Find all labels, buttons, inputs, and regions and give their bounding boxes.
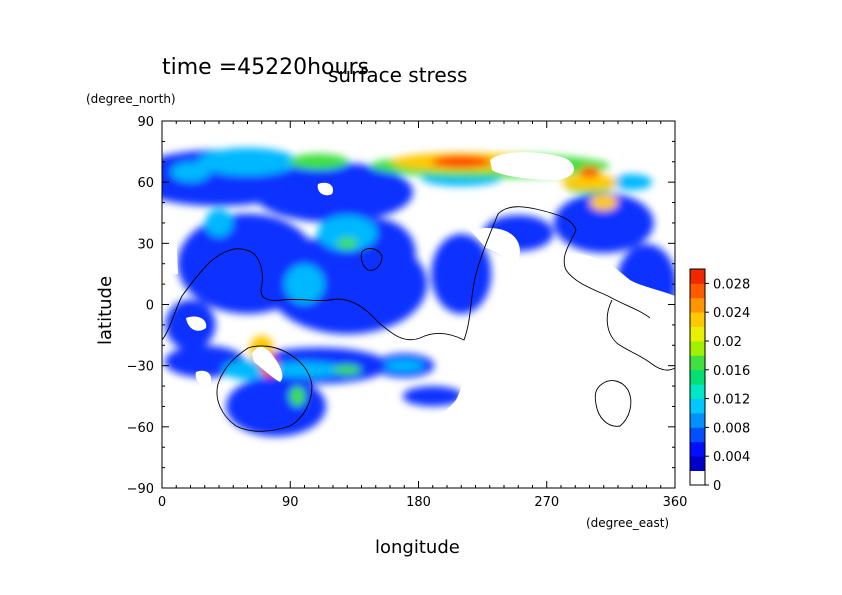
- field-low: [402, 386, 463, 407]
- time-label: time =45220hours: [162, 55, 369, 80]
- field-high: [589, 194, 618, 211]
- field-peak: [579, 166, 600, 177]
- colorbar-label: 0: [713, 479, 721, 494]
- colorbar-frame: [689, 268, 706, 486]
- y-tick-label: −60: [127, 421, 154, 436]
- saturated-peak-north: [490, 152, 575, 180]
- x-tick-label: 0: [158, 495, 166, 510]
- field-peak: [431, 155, 492, 168]
- field-mid: [384, 359, 425, 372]
- colorbar-swatch: [690, 398, 705, 414]
- white-south: [162, 330, 675, 488]
- white-top-left: [162, 127, 251, 140]
- x-tick-label: 360: [663, 495, 688, 510]
- y-tick-label: 90: [137, 115, 154, 130]
- colorbar-swatch: [690, 297, 705, 313]
- colorbar-label: 0.004: [713, 450, 750, 465]
- colorbar: 0.028 0.024 0.02 0.016 0.012 0.008 0.004 0: [689, 268, 750, 494]
- gap-3: [186, 316, 207, 331]
- colorbar-label: 0.02: [713, 335, 742, 350]
- chart-title: surface stress: [328, 63, 467, 87]
- x-tick-label: 270: [534, 495, 559, 510]
- colorbar-swatch: [690, 413, 705, 428]
- colorbar-label: 0.028: [713, 277, 750, 292]
- y-tick-label: 0: [146, 299, 154, 314]
- x-tick-label: 90: [282, 495, 299, 510]
- outline-south-west: [216, 345, 313, 432]
- field-low: [226, 376, 326, 437]
- outline-south-east: [594, 380, 632, 427]
- heatmap-field: [162, 121, 675, 488]
- colorbar-swatch: [690, 341, 705, 356]
- field-green: [288, 153, 349, 170]
- colorbar-swatch: [690, 470, 705, 486]
- x-tick-label: 180: [406, 495, 431, 510]
- field-low: [253, 162, 413, 223]
- field-mid: [284, 264, 325, 305]
- colorbar-swatch: [690, 456, 705, 471]
- field-mid: [612, 174, 653, 191]
- colorbar-swatch: [690, 441, 705, 457]
- colorbar-swatch: [690, 269, 705, 284]
- colorbar-swatch: [690, 326, 705, 342]
- y-axis-title: latitude: [95, 276, 116, 345]
- field-mid: [170, 161, 211, 182]
- field-green: [337, 237, 358, 250]
- field-mid: [264, 361, 345, 378]
- x-axis: 0 90 180 270 360: [158, 121, 688, 510]
- field-low: [553, 192, 654, 253]
- outline-north-east: [360, 248, 383, 271]
- outline-west: [162, 206, 651, 341]
- field-high: [561, 174, 618, 191]
- field-green: [333, 364, 362, 375]
- colorbar-label: 0.012: [713, 393, 750, 408]
- colorbar-swatch: [690, 355, 705, 371]
- field-green: [289, 386, 306, 407]
- x-axis-title: longitude: [375, 537, 460, 558]
- colorbar-swatch: [690, 312, 705, 327]
- colorbar-swatch: [690, 427, 705, 443]
- y-tick-label: −90: [127, 482, 154, 497]
- y-tick-label: −30: [127, 360, 154, 375]
- colorbar-label: 0.024: [713, 306, 750, 321]
- y-tick-label: 30: [137, 237, 154, 252]
- field-mid: [317, 215, 378, 252]
- colorbar-swatch: [690, 283, 705, 299]
- white-west-edge: [162, 226, 178, 276]
- saturated-peak-south: [252, 346, 283, 382]
- field-mid: [205, 208, 233, 237]
- gap-2: [420, 198, 448, 212]
- x-unit-label: (degree_east): [586, 516, 669, 530]
- gap-5: [470, 406, 502, 418]
- field-low: [431, 233, 492, 314]
- colorbar-swatch: [690, 369, 705, 385]
- colorbar-label: 0.016: [713, 364, 750, 379]
- field-mid: [197, 147, 298, 176]
- white-top-right: [590, 128, 640, 140]
- gap-1: [317, 182, 334, 196]
- colorbar-label: 0.008: [713, 421, 750, 436]
- y-tick-label: 60: [137, 176, 154, 191]
- outline-east-coast: [606, 299, 675, 371]
- gap-4: [195, 370, 212, 386]
- y-axis: 90 60 30 0 −30 −60 −90: [127, 115, 675, 497]
- contour-lines: [162, 206, 675, 432]
- colorbar-swatch: [690, 384, 705, 399]
- y-unit-label: (degree_north): [86, 92, 176, 106]
